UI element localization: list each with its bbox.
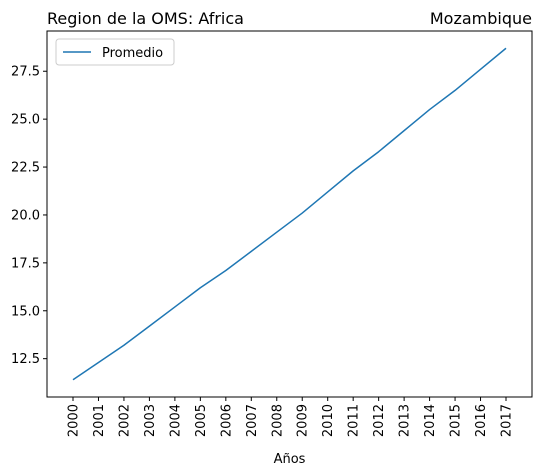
y-tick-label: 12.5 [11,352,40,367]
y-axis: 12.5 15.0 17.5 20.0 22.5 25.0 27.5 [11,65,47,367]
plot-frame [46,30,533,398]
x-tick-label: 2009 [296,404,311,437]
x-tick-label: 2006 [219,404,234,437]
x-tick-label: 2012 [372,404,387,437]
x-tick-label: 2008 [270,404,285,437]
y-tick-label: 25.0 [11,113,40,128]
x-tick-label: 2005 [194,404,209,437]
legend-label: Promedio [102,46,163,61]
chart-title-right: Mozambique [430,9,532,28]
x-axis-label: Años [274,452,306,467]
x-axis: 2000 2001 2002 2003 2004 2005 2006 2007 2008 2009… [67,397,515,437]
x-tick-label: 2004 [168,404,183,437]
x-tick-label: 2003 [143,404,158,437]
x-tick-label: 2001 [92,404,107,437]
x-tick-label: 2002 [117,404,132,437]
y-tick-label: 27.5 [11,65,40,80]
x-tick-label: 2010 [321,404,336,437]
legend: Promedio [55,38,175,66]
series-line-promedio [72,47,507,381]
legend-box [55,38,175,66]
y-tick-label: 17.5 [11,256,40,271]
x-tick-label: 2014 [423,404,438,437]
x-tick-label: 2011 [347,404,362,437]
plot-series [72,47,507,381]
chart-title-left: Region de la OMS: Africa [47,9,244,28]
y-tick-label: 22.5 [11,161,40,176]
x-tick-label: 2013 [398,404,413,437]
x-tick-label: 2007 [245,404,260,437]
x-tick-label: 2016 [474,404,489,437]
x-tick-label: 2015 [449,404,464,437]
x-tick-label: 2000 [67,404,82,437]
y-tick-label: 15.0 [11,304,40,319]
y-tick-label: 20.0 [11,208,40,223]
x-tick-label: 2017 [500,404,515,437]
